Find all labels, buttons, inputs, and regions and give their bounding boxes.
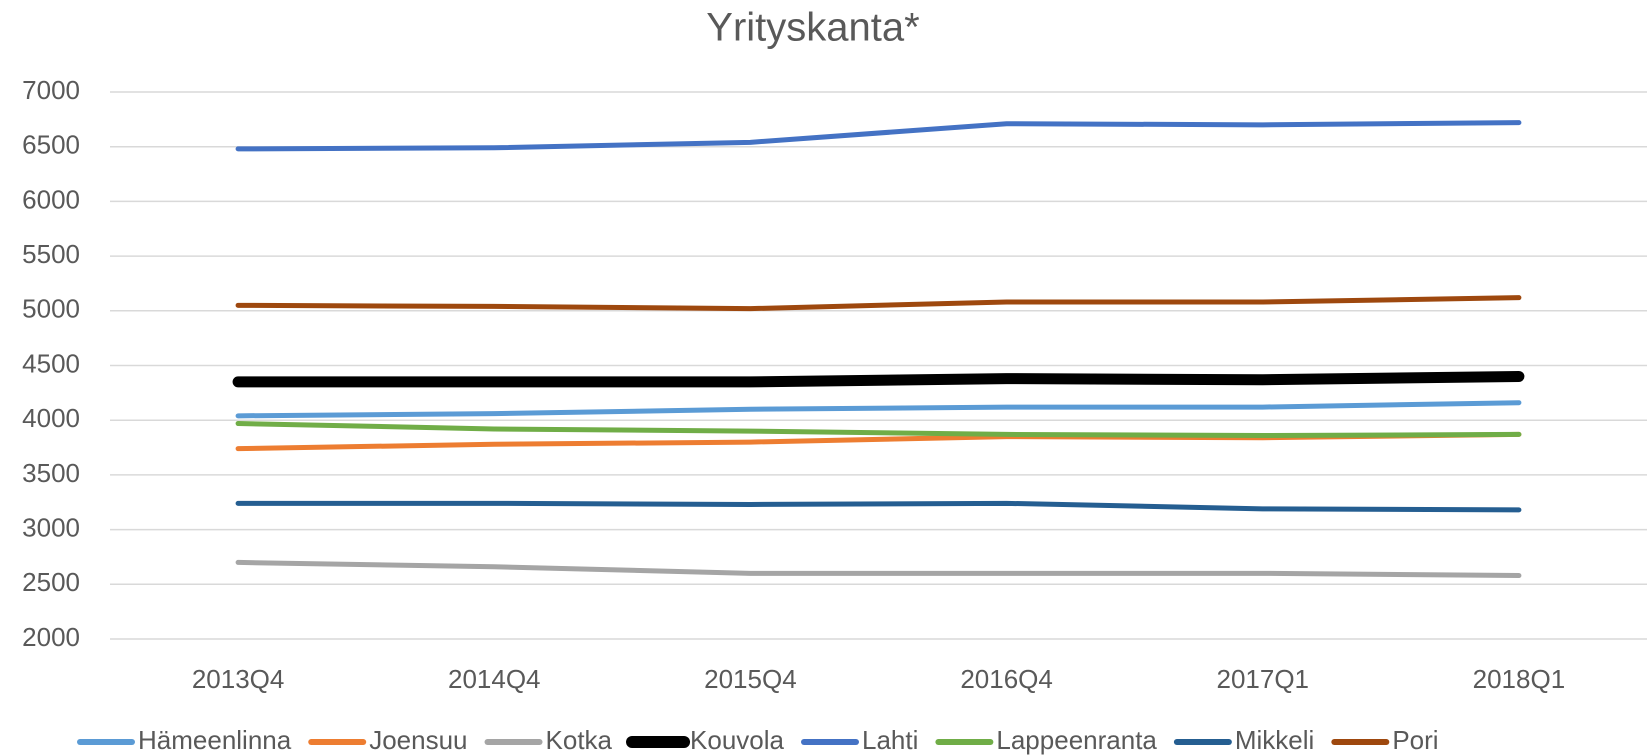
legend-label: Hämeenlinna xyxy=(138,725,292,755)
series-line xyxy=(235,420,1522,439)
legend-label: Lappeenranta xyxy=(996,725,1157,755)
y-tick-label: 6000 xyxy=(22,184,80,214)
chart-title: Yrityskanta* xyxy=(706,6,919,50)
y-tick-label: 7000 xyxy=(22,75,80,105)
y-tick-label: 3000 xyxy=(22,512,80,542)
y-tick-label: 4000 xyxy=(22,403,80,433)
series-line xyxy=(235,120,1522,152)
y-tick-label: 2500 xyxy=(22,567,80,597)
series-line xyxy=(232,370,1525,388)
y-tick-label: 2000 xyxy=(22,622,80,652)
legend-label: Pori xyxy=(1392,725,1438,755)
y-tick-label: 6500 xyxy=(22,130,80,160)
legend-label: Lahti xyxy=(862,725,918,755)
y-tick-label: 5000 xyxy=(22,294,80,324)
legend-label: Joensuu xyxy=(369,725,467,755)
series-line xyxy=(235,500,1522,513)
y-tick-label: 4500 xyxy=(22,348,80,378)
x-tick-label: 2018Q1 xyxy=(1473,664,1566,694)
x-tick-label: 2013Q4 xyxy=(192,664,285,694)
x-tick-label: 2015Q4 xyxy=(704,664,797,694)
x-tick-label: 2017Q1 xyxy=(1216,664,1309,694)
y-tick-label: 3500 xyxy=(22,458,80,488)
series-line xyxy=(235,559,1522,579)
series-line xyxy=(235,400,1522,419)
x-tick-label: 2014Q4 xyxy=(448,664,541,694)
legend-label: Kouvola xyxy=(690,725,784,755)
series-line xyxy=(235,295,1522,312)
y-tick-label: 5500 xyxy=(22,239,80,269)
x-tick-label: 2016Q4 xyxy=(960,664,1053,694)
legend-label: Kotka xyxy=(546,725,613,755)
legend-label: Mikkeli xyxy=(1235,725,1314,755)
